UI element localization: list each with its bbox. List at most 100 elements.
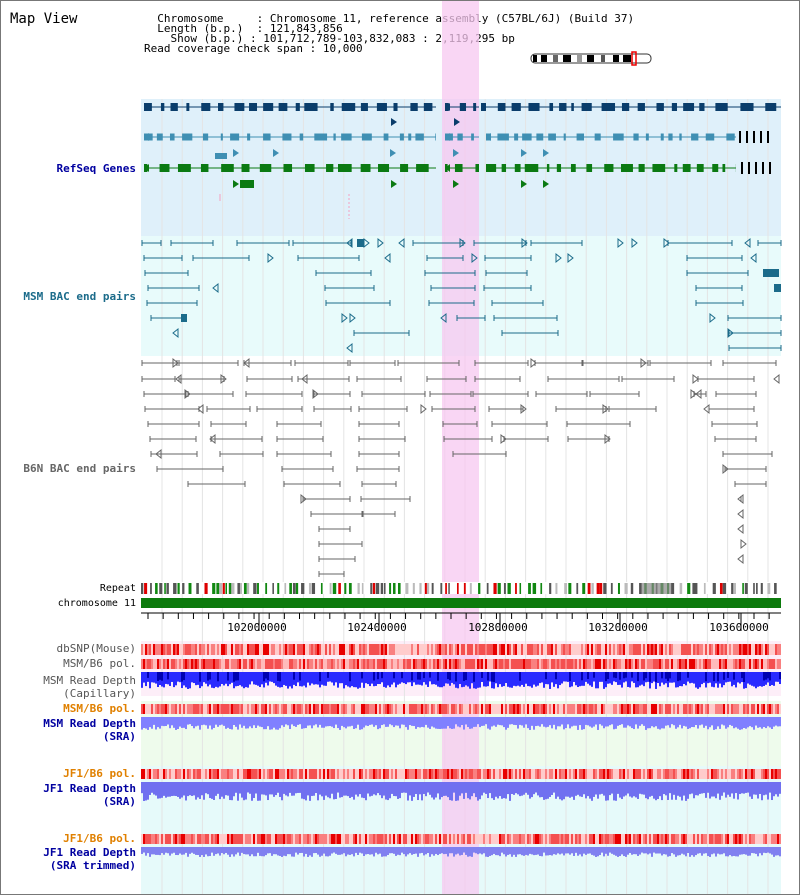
dbsnp-cell (393, 644, 395, 655)
msm-depth-sra-bar (533, 717, 535, 730)
jf1-depth-trim-bar (409, 847, 411, 854)
msm-depth-sra-bar (239, 717, 241, 725)
msm-depth-sra-bar (459, 717, 461, 728)
msm-b6-pol-cell (567, 659, 569, 669)
msm-depth-cap-bar (469, 672, 471, 689)
jf1-pol2-cell (361, 834, 363, 844)
label-msm-bac[interactable]: MSM BAC end pairs (23, 290, 136, 303)
jf1-depth-trim-bar (531, 847, 533, 855)
msm-b6-pol-cell (499, 659, 501, 669)
jf1-depth-trim-bar (287, 847, 289, 855)
label-b6n-bac[interactable]: B6N BAC end pairs (23, 462, 136, 475)
dbsnp-cell (485, 644, 487, 655)
jf1-depth-sra-bar (277, 782, 279, 793)
label-msm-depth-sra-1: MSM Read Depth (43, 717, 136, 730)
msm-depth-cap-bar (249, 672, 251, 685)
dbsnp-cell (457, 644, 459, 655)
msm-depth-cap-bar (721, 672, 723, 688)
msm-b6-pol-cell (215, 659, 217, 669)
jf1-depth-trim-bar (325, 847, 327, 857)
jf1-pol-cell (377, 769, 379, 779)
msm-depth-sra-bar (267, 717, 269, 727)
jf1-pol2-cell (169, 834, 171, 844)
msm-depth-sra-bar (725, 717, 727, 729)
msm-depth-cap-bar (391, 672, 393, 685)
msm-b6-pol2-cell (189, 704, 191, 714)
msm-b6-pol-cell (277, 659, 279, 669)
msm-depth-sra-bar (613, 717, 615, 730)
msm-b6-pol-cell (145, 659, 147, 669)
msm-b6-pol2-cell (203, 704, 205, 714)
msm-depth-cap-bar (527, 672, 529, 687)
jf1-depth-trim-bar (165, 847, 167, 853)
jf1-depth-sra-bar (325, 782, 327, 796)
dbsnp-cell (281, 644, 283, 655)
jf1-pol-cell (723, 769, 725, 779)
msm-depth-cap-bar (481, 672, 483, 678)
jf1-depth-trim-bar (515, 847, 517, 857)
msm-depth-cap-bar (179, 672, 181, 683)
jf1-depth-trim-bar (239, 847, 241, 856)
msm-b6-pol-cell (241, 659, 243, 669)
msm-b6-pol-cell (503, 659, 505, 669)
msm-b6-pol2-cell (341, 704, 343, 714)
msm-depth-cap-bar (635, 672, 637, 688)
jf1-pol2-cell (523, 834, 525, 844)
msm-b6-pol-cell (359, 659, 361, 669)
repeat-mark (478, 583, 481, 594)
jf1-depth-sra-bar (155, 782, 157, 796)
msm-depth-cap-bar (411, 672, 413, 681)
msm-depth-cap-bar (315, 672, 317, 685)
jf1-depth-sra-bar (521, 782, 523, 796)
msm-b6-pol-cell (729, 659, 731, 669)
gene-exon (528, 103, 540, 111)
msm-b6-pol-cell (533, 659, 535, 669)
dbsnp-cell (261, 644, 263, 655)
msm-depth-cap-bar (683, 672, 685, 684)
label-refseq-genes[interactable]: RefSeq Genes (56, 162, 136, 175)
repeat-mark (222, 583, 225, 594)
msm-depth-sra-bar (323, 717, 325, 728)
jf1-depth-trim-bar (545, 847, 547, 856)
msm-depth-cap-bar (489, 672, 491, 682)
jf1-pol-cell (395, 769, 397, 779)
jf1-depth-trim-bar (227, 847, 229, 855)
msm-b6-pol-cell (375, 659, 377, 669)
jf1-depth-sra-bar (583, 782, 585, 795)
jf1-pol-cell (543, 769, 545, 779)
dbsnp-cell (497, 644, 499, 655)
jf1-depth-trim-bar (375, 847, 377, 853)
msm-depth-cap-bar (223, 672, 225, 686)
jf1-depth-sra-bar (577, 782, 579, 795)
dbsnp-cell (445, 644, 447, 655)
jf1-pol2-cell (407, 834, 409, 844)
msm-b6-pol-cell (473, 659, 475, 669)
jf1-pol-cell (687, 769, 689, 779)
jf1-depth-sra-bar (263, 782, 265, 795)
jf1-pol-cell (487, 769, 489, 779)
jf1-depth-trim-bar (473, 847, 475, 853)
bac-end-marker (197, 403, 204, 415)
msm-b6-pol2-cell (565, 704, 567, 714)
dbsnp-cell (559, 644, 561, 655)
jf1-pol-cell (753, 769, 755, 779)
jf1-depth-sra-bar (365, 782, 367, 801)
jf1-pol-cell (769, 769, 771, 779)
msm-b6-pol2-cell (339, 704, 341, 714)
dbsnp-cell (751, 644, 753, 655)
jf1-pol-cell (729, 769, 731, 779)
jf1-pol2-cell (347, 834, 349, 844)
msm-depth-cap-bar (535, 672, 537, 687)
msm-depth-sra-bar (417, 717, 419, 728)
gene-exon (304, 103, 318, 111)
jf1-pol-cell (777, 769, 779, 779)
jf1-pol-cell (189, 769, 191, 779)
msm-b6-pol-cell (445, 659, 447, 669)
jf1-depth-sra-bar (771, 782, 773, 801)
jf1-depth-trim-bar (637, 847, 639, 856)
jf1-depth-sra-bar (377, 782, 379, 794)
jf1-pol-cell (521, 769, 523, 779)
msm-depth-cap-bar (241, 672, 243, 687)
jf1-depth-trim-bar (495, 847, 497, 856)
